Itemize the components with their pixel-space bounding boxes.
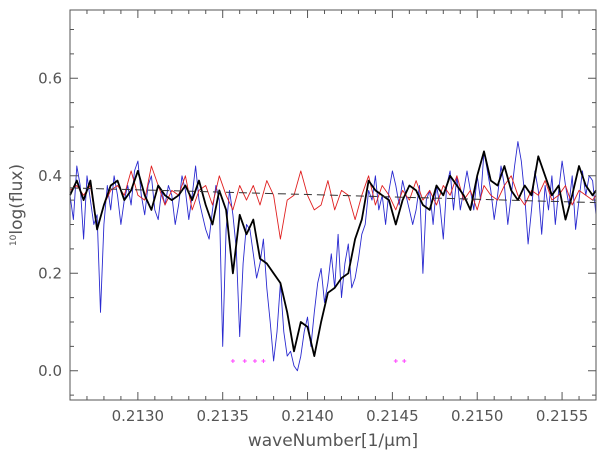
plus-marker (230, 359, 235, 363)
x-tick-label: 0.2130 (112, 407, 165, 425)
x-tick-label: 0.2135 (196, 407, 249, 425)
x-tick-label: 0.2140 (281, 407, 334, 425)
x-tick-label: 0.2145 (366, 407, 419, 425)
axes-frame (69, 9, 597, 401)
tick-labels: 0.2130 0.2135 0.2140 0.2145 0.2150 0.2155 0.0 0… (38, 69, 588, 425)
x-tick-label: 0.2155 (536, 407, 589, 425)
reference-dashed-line (69, 187, 597, 204)
plus-marker (261, 359, 266, 363)
plot-area (69, 141, 597, 372)
y-tick-label: 0.2 (38, 264, 62, 282)
plus-marker (252, 359, 257, 363)
y-tick-label: 0.6 (38, 69, 62, 87)
plus-marker (242, 359, 247, 363)
y-axis-label-prefix: 10 (9, 234, 19, 246)
x-tick-label: 0.2150 (451, 407, 504, 425)
x-axis-label: waveNumber[1/μm] (248, 431, 418, 451)
y-axis-label: 10log(flux) (7, 164, 27, 246)
y-axis-label-main: log(flux) (7, 164, 27, 235)
y-tick-label: 0.0 (38, 362, 62, 380)
plus-marker (393, 359, 398, 363)
y-tick-label: 0.4 (38, 167, 62, 185)
plus-marker (402, 359, 407, 363)
series-line-black (69, 150, 597, 358)
series-line-blue (69, 141, 597, 372)
axis-ticks (70, 10, 597, 400)
